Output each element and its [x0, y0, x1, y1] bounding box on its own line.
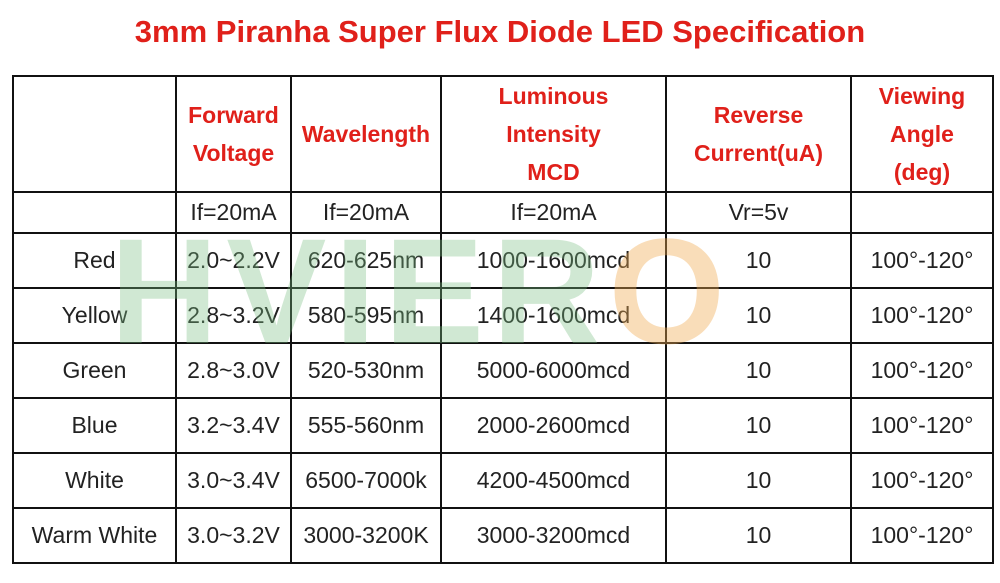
cell: 555-560nm	[290, 397, 442, 454]
header-line: MCD	[527, 159, 580, 185]
cell: 2.0~2.2V	[175, 232, 292, 289]
cell: 10	[665, 507, 852, 564]
header-cell: Viewing Angle (deg)	[850, 75, 994, 193]
cell: 3.2~3.4V	[175, 397, 292, 454]
condition-cell: If=20mA	[290, 191, 442, 234]
cell: 2.8~3.2V	[175, 287, 292, 344]
row-label: Warm White	[12, 507, 177, 564]
spec-table: Forward Voltage Wavelength Luminous Intensit…	[12, 75, 994, 564]
header-line: Wavelength	[301, 121, 431, 147]
data-row: Green 2.8~3.0V 520-530nm 5000-6000mcd 10 100°…	[12, 342, 994, 399]
cell: 100°-120°	[850, 397, 994, 454]
header-line: Luminous	[498, 83, 609, 109]
header-row: Forward Voltage Wavelength Luminous Intensit…	[12, 75, 994, 193]
cell: 100°-120°	[850, 342, 994, 399]
cell: 3000-3200K	[290, 507, 442, 564]
data-row: Red 2.0~2.2V 620-625nm 1000-1600mcd 10 100°-1…	[12, 232, 994, 289]
cell: 1400-1600mcd	[440, 287, 667, 344]
cell: 10	[665, 287, 852, 344]
data-row: Yellow 2.8~3.2V 580-595nm 1400-1600mcd 10 100…	[12, 287, 994, 344]
header-cell: Luminous Intensity MCD	[440, 75, 667, 193]
header-cell	[12, 75, 177, 193]
cell: 100°-120°	[850, 287, 994, 344]
cell: 10	[665, 452, 852, 509]
cell: 620-625nm	[290, 232, 442, 289]
title: 3mm Piranha Super Flux Diode LED Specifi…	[134, 14, 866, 49]
cell: 1000-1600mcd	[440, 232, 667, 289]
cell: 100°-120°	[850, 452, 994, 509]
header-line: Voltage	[192, 140, 275, 166]
condition-cell: If=20mA	[440, 191, 667, 234]
cell: 5000-6000mcd	[440, 342, 667, 399]
cell: 6500-7000k	[290, 452, 442, 509]
cell: 520-530nm	[290, 342, 442, 399]
header-line: Viewing	[878, 83, 966, 109]
cell: 10	[665, 232, 852, 289]
cell: 10	[665, 342, 852, 399]
header-line: Current(uA)	[693, 140, 824, 166]
row-label: Green	[12, 342, 177, 399]
cell: 3000-3200mcd	[440, 507, 667, 564]
header-line: Intensity	[506, 121, 601, 147]
row-label: Yellow	[12, 287, 177, 344]
row-label: White	[12, 452, 177, 509]
header-line: Reverse	[713, 102, 804, 128]
cell: 3.0~3.2V	[175, 507, 292, 564]
header-line: (deg)	[893, 159, 951, 185]
cell: 580-595nm	[290, 287, 442, 344]
row-label: Blue	[12, 397, 177, 454]
cell: 10	[665, 397, 852, 454]
row-label: Red	[12, 232, 177, 289]
condition-cell	[850, 191, 994, 234]
header-cell: Forward Voltage	[175, 75, 292, 193]
cell: 2.8~3.0V	[175, 342, 292, 399]
header-line: Angle	[890, 121, 954, 147]
data-row: Blue 3.2~3.4V 555-560nm 2000-2600mcd 10 100°-…	[12, 397, 994, 454]
condition-cell: If=20mA	[175, 191, 292, 234]
condition-row: If=20mA If=20mA If=20mA Vr=5v	[12, 191, 994, 234]
header-cell: Reverse Current(uA)	[665, 75, 852, 193]
cell: 4200-4500mcd	[440, 452, 667, 509]
data-row: Warm White 3.0~3.2V 3000-3200K 3000-3200mcd…	[12, 507, 994, 564]
cell: 100°-120°	[850, 232, 994, 289]
cell: 2000-2600mcd	[440, 397, 667, 454]
header-cell: Wavelength	[290, 75, 442, 193]
cell: 3.0~3.4V	[175, 452, 292, 509]
header-line: Forward	[188, 102, 279, 128]
cell: 100°-120°	[850, 507, 994, 564]
condition-cell	[12, 191, 177, 234]
data-row: White 3.0~3.4V 6500-7000k 4200-4500mcd 10 100…	[12, 452, 994, 509]
condition-cell: Vr=5v	[665, 191, 852, 234]
